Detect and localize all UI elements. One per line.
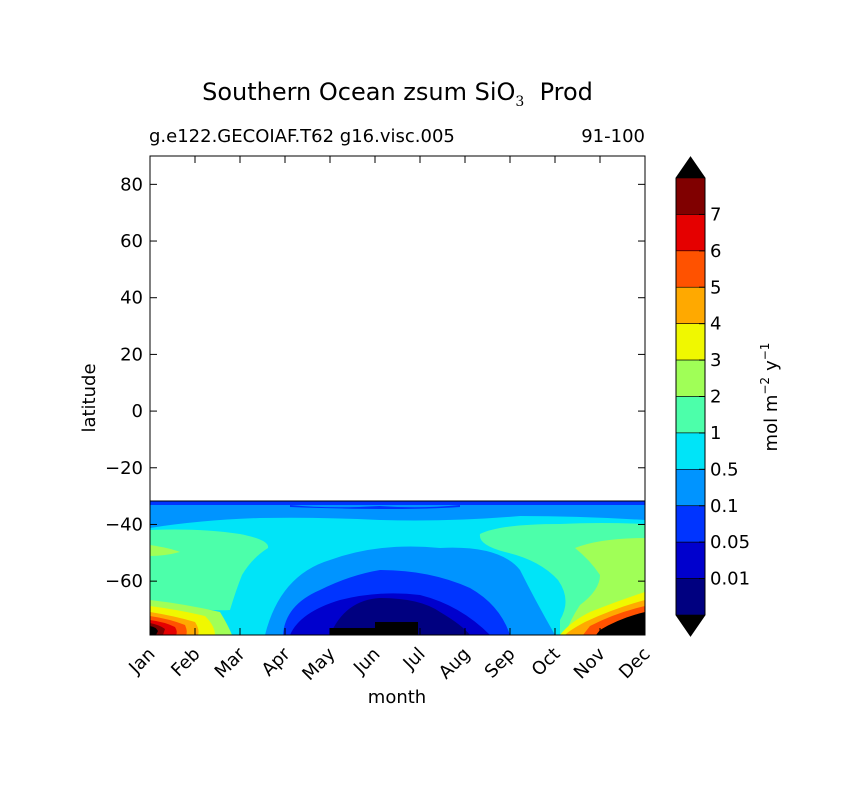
y-axis-label: latitude <box>79 363 100 432</box>
chart-title: Southern Ocean zsum SiO3 Prod <box>202 78 593 110</box>
chart-subtitle-case: g.e122.GECOIAF.T62 g16.visc.005 <box>149 126 455 147</box>
x-tick-label: Apr <box>258 643 295 680</box>
colorbar-tick-label: 0.05 <box>710 532 750 553</box>
x-tick-label: Aug <box>435 644 475 684</box>
colorbar-segment <box>675 214 706 252</box>
x-tick-label: Jun <box>349 644 384 679</box>
y-tick-label: −40 <box>105 514 143 535</box>
contour-fill-level-2 <box>150 545 180 556</box>
colorbar-segment <box>675 541 706 579</box>
y-tick-label: 40 <box>120 288 143 309</box>
colorbar-segment <box>675 250 706 288</box>
x-tick-label: Jan <box>124 644 159 679</box>
y-tick-label: 0 <box>132 401 143 422</box>
colorbar-under-arrow <box>676 615 705 636</box>
contour-fill-level-0.05-band <box>150 501 645 505</box>
colorbar-outline <box>675 156 706 637</box>
x-axis-label: month <box>368 687 426 708</box>
x-tick-label: Jul <box>399 644 430 675</box>
y-tick-label: 20 <box>120 344 143 365</box>
colorbar-tick-label: 5 <box>710 277 721 298</box>
contour-fill-over-sw <box>150 626 158 635</box>
colorbar-segment <box>675 286 706 324</box>
colorbar-segment <box>675 323 706 361</box>
colorbar-segment <box>675 505 706 543</box>
colorbar-segment <box>675 432 706 470</box>
colorbar-tick-label: 4 <box>710 314 721 335</box>
colorbar-segment <box>675 359 706 397</box>
x-tick-label: May <box>298 643 339 684</box>
contour-fill-over-se <box>596 612 645 635</box>
colorbar-label: mol m−2y−1 <box>758 343 782 452</box>
y-tick-label: −60 <box>105 571 143 592</box>
colorbar-tick-label: 0.01 <box>710 569 750 590</box>
contour-fill-under-black <box>330 622 418 635</box>
colorbar-tick-label: 7 <box>710 204 721 225</box>
axes-frame <box>149 155 646 636</box>
x-tick-label: Nov <box>570 643 610 683</box>
colorbar-segment <box>675 469 706 507</box>
colorbar-tick-label: 1 <box>710 423 721 444</box>
colorbar-tick-label: 2 <box>710 387 721 408</box>
y-tick-label: −20 <box>105 458 143 479</box>
colorbar-tick-label: 3 <box>710 350 721 371</box>
colorbar-segment <box>675 396 706 434</box>
colorbar-tick-label: 6 <box>710 241 721 262</box>
colorbar-tick-label: 0.5 <box>710 459 739 480</box>
x-tick-label: Dec <box>615 644 654 683</box>
chart-subtitle-years: 91-100 <box>581 126 645 147</box>
contour-fill-level-1 <box>150 529 269 611</box>
colorbar-segment <box>675 578 706 616</box>
contour-fill-under <box>330 598 470 635</box>
colorbar-segment <box>675 177 706 215</box>
x-tick-label: Sep <box>481 644 520 683</box>
y-tick-label: 60 <box>120 231 143 252</box>
x-tick-label: Mar <box>211 643 250 682</box>
colorbar-tick-label: 0.1 <box>710 496 739 517</box>
colorbar-over-arrow <box>676 157 705 178</box>
y-tick-label: 80 <box>120 174 143 195</box>
x-tick-label: Oct <box>528 644 565 681</box>
x-tick-label: Feb <box>167 644 204 681</box>
contour-fill-level-0.05-patch <box>290 505 460 509</box>
